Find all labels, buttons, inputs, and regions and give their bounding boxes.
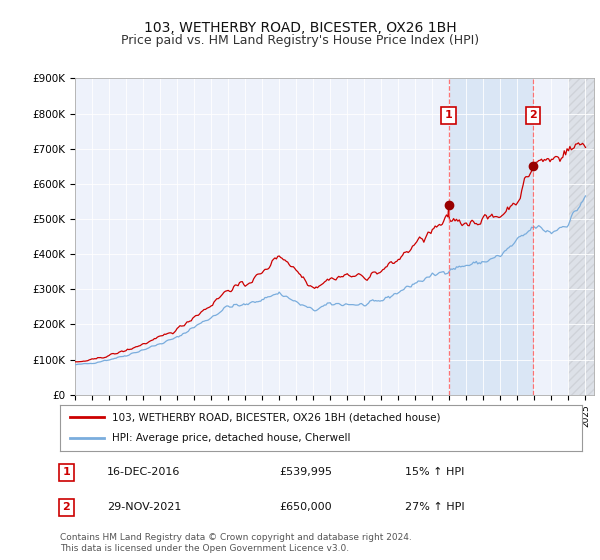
Text: HPI: Average price, detached house, Cherwell: HPI: Average price, detached house, Cher…	[112, 433, 350, 444]
Text: 103, WETHERBY ROAD, BICESTER, OX26 1BH (detached house): 103, WETHERBY ROAD, BICESTER, OX26 1BH (…	[112, 412, 440, 422]
Text: Price paid vs. HM Land Registry's House Price Index (HPI): Price paid vs. HM Land Registry's House …	[121, 34, 479, 46]
Text: 1: 1	[445, 110, 452, 120]
Bar	[568, 78, 594, 395]
Text: 1: 1	[62, 468, 70, 478]
Bar	[449, 78, 533, 395]
Text: 16-DEC-2016: 16-DEC-2016	[107, 468, 181, 478]
Text: Contains HM Land Registry data © Crown copyright and database right 2024.
This d: Contains HM Land Registry data © Crown c…	[60, 533, 412, 553]
Text: £650,000: £650,000	[279, 502, 332, 512]
Text: 103, WETHERBY ROAD, BICESTER, OX26 1BH: 103, WETHERBY ROAD, BICESTER, OX26 1BH	[143, 21, 457, 35]
Text: £539,995: £539,995	[279, 468, 332, 478]
Text: 2: 2	[62, 502, 70, 512]
Text: 29-NOV-2021: 29-NOV-2021	[107, 502, 181, 512]
Text: 27% ↑ HPI: 27% ↑ HPI	[404, 502, 464, 512]
Text: 15% ↑ HPI: 15% ↑ HPI	[404, 468, 464, 478]
Text: 2: 2	[529, 110, 537, 120]
